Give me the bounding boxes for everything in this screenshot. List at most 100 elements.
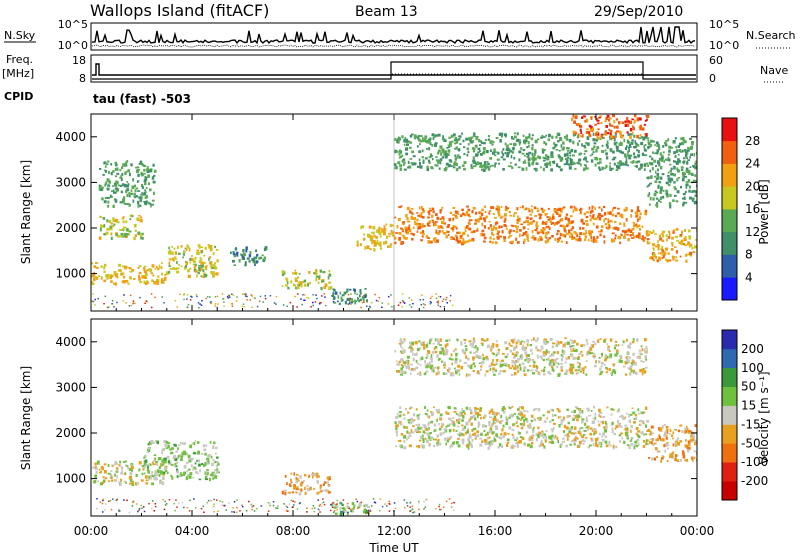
nsearch-label: N.Search [746,29,796,42]
time-tick-label: 08:00 [276,524,311,538]
time-tick-label: 16:00 [478,524,513,538]
power-tick-label: 20 [745,179,760,193]
heatmap-region-12 [646,136,697,209]
noise-tick-high-left: 10^5 [58,18,88,31]
velocity-heatmap [92,337,697,516]
time-tick-label: 12:00 [377,524,412,538]
velocity-tick-label: -50 [741,436,761,450]
power-tick-label: 16 [745,202,760,216]
freq-label: Freq. [6,53,33,66]
time-tick-label: 00:00 [74,524,109,538]
colorbar-segment [722,163,737,187]
heatmap-region-4 [394,405,650,450]
power-tick-label: 28 [745,134,760,148]
velocity-tick-label: 50 [741,380,756,394]
heatmap-region-4 [230,246,268,267]
colorbar-segment [722,186,737,210]
velocity-colorbar: 200 100 50 15 -15 -50 -100 -200 [721,329,768,501]
colorbar-segment [722,481,737,501]
power-colorbar: 4 8 12 16 20 24 28 [721,117,760,301]
velocity-tick-label: -15 [741,417,761,431]
nave-trace [92,61,696,80]
cpid-label: CPID [4,90,33,103]
colorbar-segment [722,443,737,463]
colorbar-segment [722,118,737,142]
noise-sky-trace [91,26,696,45]
time-tick-label: 00:00 [680,524,715,538]
velocity-yaxis-label: Slant Range [km] [19,366,33,470]
heatmap-region-2 [281,472,331,496]
colorbar-segment [722,386,737,406]
range-tick-label: 2000 [55,221,86,235]
velocity-tick-label: -100 [741,455,768,469]
range-tick-label: 3000 [55,380,86,394]
beam-label: Beam 13 [355,4,418,20]
colorbar-segment [722,367,737,387]
freq-unit-label: [MHz] [2,67,34,80]
range-tick-label: 4000 [55,130,86,144]
colorbar-segment [722,462,737,482]
heatmap-region-11 [646,228,697,263]
cpid-value: tau (fast) -503 [93,92,191,106]
colorbar-segment [722,405,737,425]
heatmap-region-5 [394,337,648,377]
colorbar-segment [722,140,737,164]
range-tick-label: 2000 [55,426,86,440]
colorbar-segment [722,277,737,301]
velocity-colorbar-label: Velocity [m s⁻¹] [757,371,771,464]
heatmap-region-2 [98,214,144,241]
power-heatmap [91,114,697,309]
velocity-tick-label: -200 [741,474,768,488]
nave-label: Nave [760,64,788,77]
noise-tick-low-left: 10^0 [58,39,88,52]
station-title: Wallops Island (fitACF) [90,1,269,20]
power-yaxis-label: Slant Range [km] [19,160,33,264]
date-label: 29/Sep/2010 [594,4,683,20]
ground-scatter [91,293,454,309]
heatmap-region-5 [281,269,333,291]
heatmap-region-7 [356,223,397,252]
power-colorbar-label: Power [dB] [757,179,771,244]
range-tick-label: 1000 [55,472,86,486]
heatmap-region-6 [331,288,368,306]
heatmap-region-0 [91,262,169,286]
power-tick-label: 12 [745,225,760,239]
nave-tick-high: 60 [709,54,723,67]
colorbar-segment [722,231,737,255]
freq-trace [92,63,696,76]
freq-tick-low: 8 [79,72,86,85]
heatmap-region-1 [167,244,219,279]
range-tick-label: 4000 [55,335,86,349]
power-tick-label: 24 [745,157,760,171]
noise-tick-high-right: 10^5 [709,18,739,31]
ground-scatter [96,498,455,514]
heatmap-region-0 [92,460,168,487]
heatmap-region-3 [98,160,157,208]
power-tick-label: 4 [745,270,753,284]
time-tick-label: 04:00 [175,524,210,538]
heatmap-region-10 [571,114,650,141]
colorbar-segment [722,254,737,278]
range-tick-label: 1000 [55,267,86,281]
freq-tick-high: 18 [72,54,86,67]
freq-strip-frame [90,54,698,83]
colorbar-segment [722,424,737,444]
heatmap-region-1 [141,440,220,482]
colorbar-segment [722,348,737,369]
velocity-tick-label: 15 [741,399,756,413]
noise-strip-frame [90,22,698,51]
velocity-tick-label: 200 [741,342,764,356]
time-axis-label: Time UT [368,541,419,554]
colorbar-segment [722,330,737,350]
heatmap-region-9 [394,132,648,172]
nsky-label: N.Sky [4,29,36,42]
heatmap-region-6 [647,424,697,463]
colorbar-segment [722,209,737,233]
range-tick-label: 3000 [55,175,86,189]
heatmap-region-8 [394,205,649,246]
noise-search-trace [91,44,696,48]
velocity-panel-frame [90,318,698,517]
power-tick-label: 8 [745,248,753,262]
